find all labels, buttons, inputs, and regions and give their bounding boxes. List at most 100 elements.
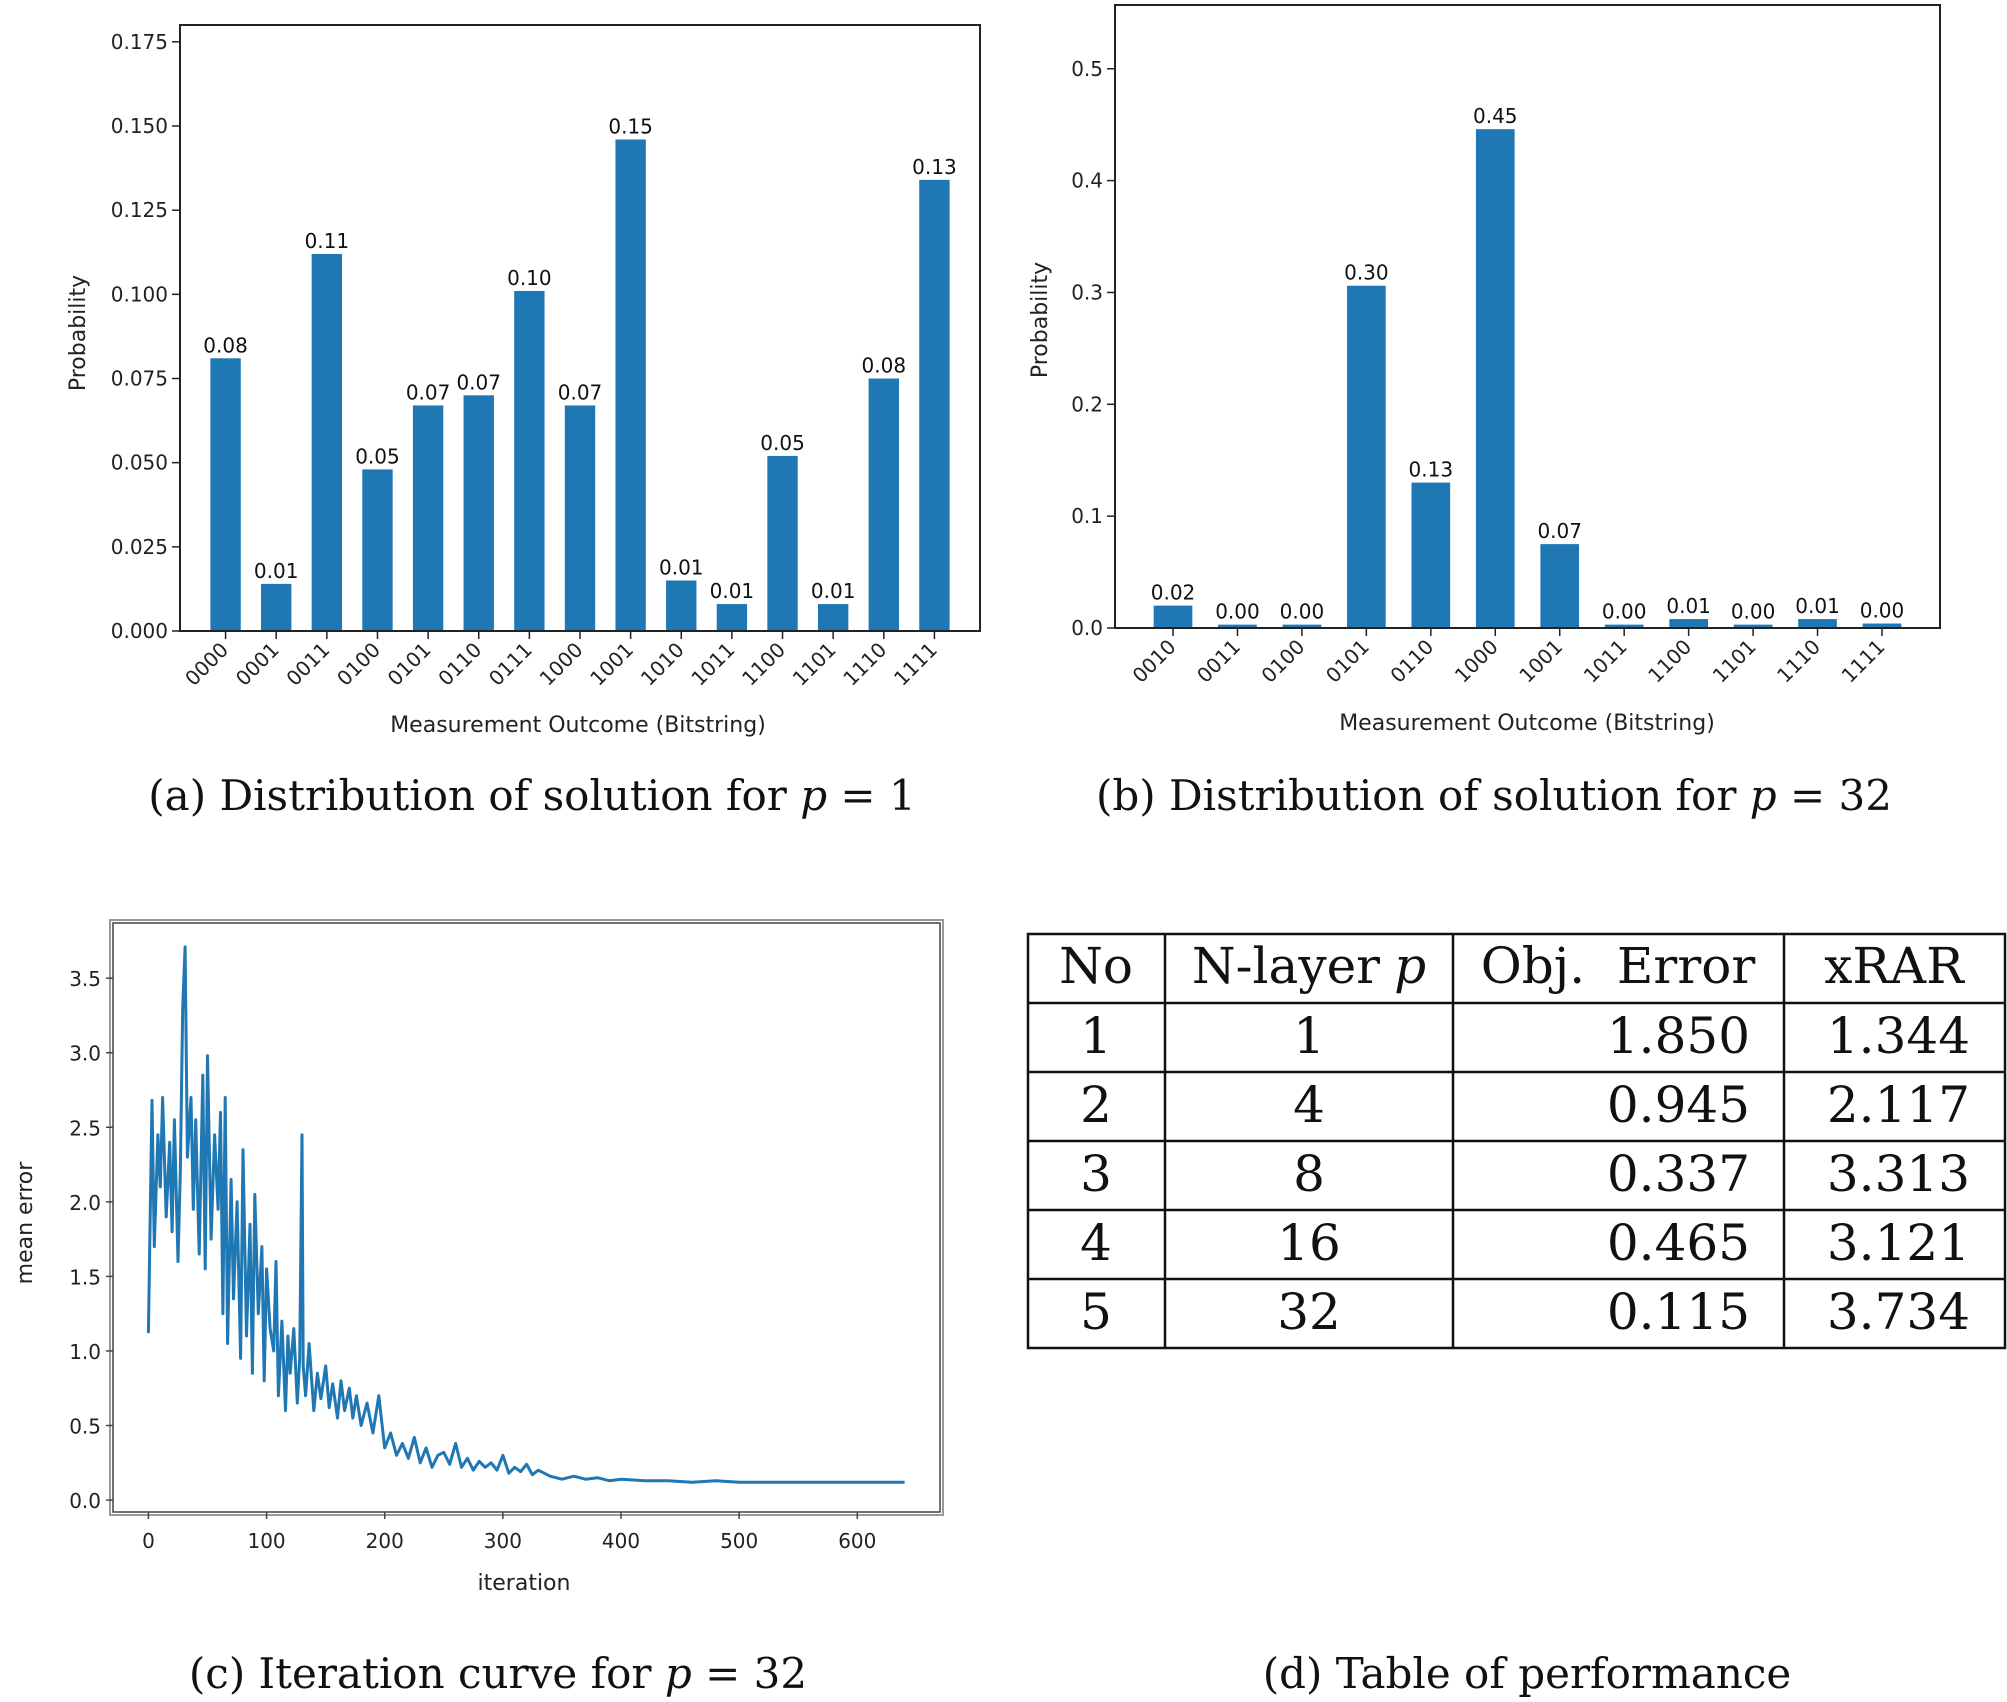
c-x-tick-label: 500 bbox=[720, 1529, 758, 1553]
a-bar-label: 0.08 bbox=[862, 354, 907, 378]
a-x-tick-label: 1100 bbox=[737, 638, 790, 691]
d-cell: 3 bbox=[1080, 1145, 1112, 1203]
panel-d-performance-table: No N-layer p Obj. Error xRAR 1 1 1.850 1.… bbox=[1026, 932, 2007, 1698]
a-bar-label: 0.05 bbox=[760, 431, 805, 455]
d-cell: 3.734 bbox=[1827, 1283, 1970, 1341]
c-y-tick-label: 0.0 bbox=[69, 1489, 101, 1513]
a-y-tick-label: 0.125 bbox=[111, 198, 168, 222]
d-cell: 2 bbox=[1080, 1076, 1112, 1134]
b-x-tick-label: 0010 bbox=[1128, 635, 1181, 688]
a-x-tick-label: 1111 bbox=[889, 638, 942, 691]
c-x-tick-label: 200 bbox=[366, 1529, 404, 1553]
a-bar bbox=[412, 405, 444, 631]
d-header-xrar: xRAR bbox=[1824, 937, 1965, 995]
a-bar bbox=[767, 455, 798, 631]
d-cell: 2.117 bbox=[1827, 1076, 1970, 1134]
panel-b-bar-chart: 0.0 0.1 0.2 0.3 0.4 0.5 0.02 0010 0.00 0011 0.00 01… bbox=[1028, 4, 1941, 820]
b-bar-label: 0.01 bbox=[1795, 594, 1840, 618]
d-cell: 0.465 bbox=[1607, 1214, 1750, 1272]
c-caption-prefix: (c) Iteration curve for bbox=[189, 1649, 665, 1698]
a-x-tick-label: 0011 bbox=[281, 638, 334, 691]
a-x-tick-label: 1010 bbox=[636, 638, 689, 691]
a-x-tick-label: 1000 bbox=[535, 638, 588, 691]
c-y-tick-label: 1.0 bbox=[69, 1340, 101, 1364]
d-caption: (d) Table of performance bbox=[1263, 1649, 1792, 1698]
b-y-tick-label: 0.3 bbox=[1071, 280, 1103, 304]
b-bar bbox=[1218, 624, 1257, 628]
d-header-nlayer: N-layer p bbox=[1192, 937, 1426, 995]
a-bar-label: 0.13 bbox=[912, 155, 957, 179]
d-cell: 3.313 bbox=[1827, 1145, 1970, 1203]
b-x-tick-label: 1000 bbox=[1450, 635, 1503, 688]
b-x-tick-label: 0101 bbox=[1321, 635, 1374, 688]
a-x-tick-label: 1101 bbox=[788, 638, 841, 691]
d-cell: 4 bbox=[1293, 1076, 1325, 1134]
b-y-tick-label: 0.2 bbox=[1071, 392, 1103, 416]
a-caption: (a) Distribution of solution for p = 1 bbox=[148, 771, 915, 820]
b-y-axis-label: Probability bbox=[1028, 262, 1053, 378]
b-x-axis-label: Measurement Outcome (Bitstring) bbox=[1339, 711, 1715, 736]
c-caption: (c) Iteration curve for p = 32 bbox=[189, 1649, 807, 1698]
a-bar bbox=[311, 253, 343, 631]
b-bar-label: 0.00 bbox=[1602, 600, 1647, 624]
b-bar bbox=[1153, 605, 1193, 628]
b-bar bbox=[1282, 624, 1322, 628]
a-bar-label: 0.15 bbox=[608, 114, 653, 138]
a-x-tick-label: 0110 bbox=[433, 638, 486, 691]
b-bar bbox=[1475, 129, 1515, 629]
b-axes-group: 0.0 0.1 0.2 0.3 0.4 0.5 0.02 0010 0.00 0011 0.00 01… bbox=[1071, 57, 1904, 688]
a-y-tick-label: 0.150 bbox=[111, 114, 168, 138]
b-bar-label: 0.00 bbox=[1280, 600, 1325, 624]
b-x-tick-label: 1110 bbox=[1772, 635, 1825, 688]
a-bar bbox=[666, 580, 697, 631]
a-bar-label: 0.01 bbox=[710, 579, 755, 603]
c-plot-frame bbox=[112, 922, 941, 1513]
a-caption-prefix: (a) Distribution of solution for bbox=[148, 771, 800, 820]
d-header-nlayer-text: N-layer bbox=[1192, 937, 1380, 995]
d-header-obj-error: Obj. Error bbox=[1481, 937, 1756, 995]
b-bar-label: 0.07 bbox=[1537, 519, 1582, 543]
a-caption-math: p bbox=[800, 771, 827, 820]
a-bar bbox=[817, 604, 849, 631]
a-bar-label: 0.05 bbox=[355, 444, 400, 468]
a-bar-label: 0.10 bbox=[507, 266, 552, 290]
d-cell: 32 bbox=[1277, 1283, 1341, 1341]
c-caption-math: p bbox=[665, 1649, 692, 1698]
a-bar bbox=[514, 290, 545, 631]
b-bar bbox=[1411, 482, 1451, 628]
panel-a-bar-chart: 0.000 0.025 0.050 0.075 0.100 0.125 0.150 0.175… bbox=[66, 24, 981, 820]
b-bar-label: 0.13 bbox=[1409, 458, 1454, 482]
b-bar-label: 0.00 bbox=[1731, 600, 1776, 624]
b-bar-label: 0.00 bbox=[1860, 599, 1905, 623]
b-x-tick-label: 0011 bbox=[1192, 635, 1245, 688]
b-y-tick-label: 0.1 bbox=[1071, 504, 1103, 528]
c-x-tick-label: 100 bbox=[247, 1529, 285, 1553]
d-cell: 4 bbox=[1080, 1214, 1112, 1272]
c-caption-suffix: = 32 bbox=[692, 1649, 807, 1698]
a-bar bbox=[362, 469, 393, 631]
c-x-tick-label: 300 bbox=[484, 1529, 522, 1553]
a-bar bbox=[919, 179, 950, 631]
c-y-tick-label: 2.0 bbox=[69, 1191, 101, 1215]
a-bar-label: 0.07 bbox=[456, 370, 501, 394]
d-cell: 8 bbox=[1293, 1145, 1325, 1203]
c-y-tick-label: 3.5 bbox=[69, 967, 101, 991]
c-x-tick-label: 400 bbox=[602, 1529, 640, 1553]
a-x-tick-label: 1011 bbox=[686, 638, 739, 691]
b-bar-label: 0.00 bbox=[1215, 600, 1260, 624]
c-x-tick-label: 600 bbox=[838, 1529, 876, 1553]
c-y-tick-label: 1.5 bbox=[69, 1265, 101, 1289]
b-x-tick-label: 1100 bbox=[1643, 635, 1696, 688]
c-y-tick-label: 2.5 bbox=[69, 1116, 101, 1140]
b-y-tick-label: 0.0 bbox=[1071, 616, 1103, 640]
a-bar bbox=[868, 378, 899, 631]
b-caption-suffix: = 32 bbox=[1777, 771, 1892, 820]
b-caption-math: p bbox=[1750, 771, 1777, 820]
b-x-tick-label: 1111 bbox=[1837, 635, 1890, 688]
a-y-tick-label: 0.175 bbox=[111, 30, 168, 54]
a-x-tick-label: 1001 bbox=[585, 638, 638, 691]
c-axes-group: 0.0 0.5 1.0 1.5 2.0 2.5 3.0 3.5 0 100 200 300 400 500… bbox=[69, 945, 905, 1553]
d-cell: 1.344 bbox=[1827, 1007, 1970, 1065]
b-x-tick-label: 1001 bbox=[1514, 635, 1567, 688]
